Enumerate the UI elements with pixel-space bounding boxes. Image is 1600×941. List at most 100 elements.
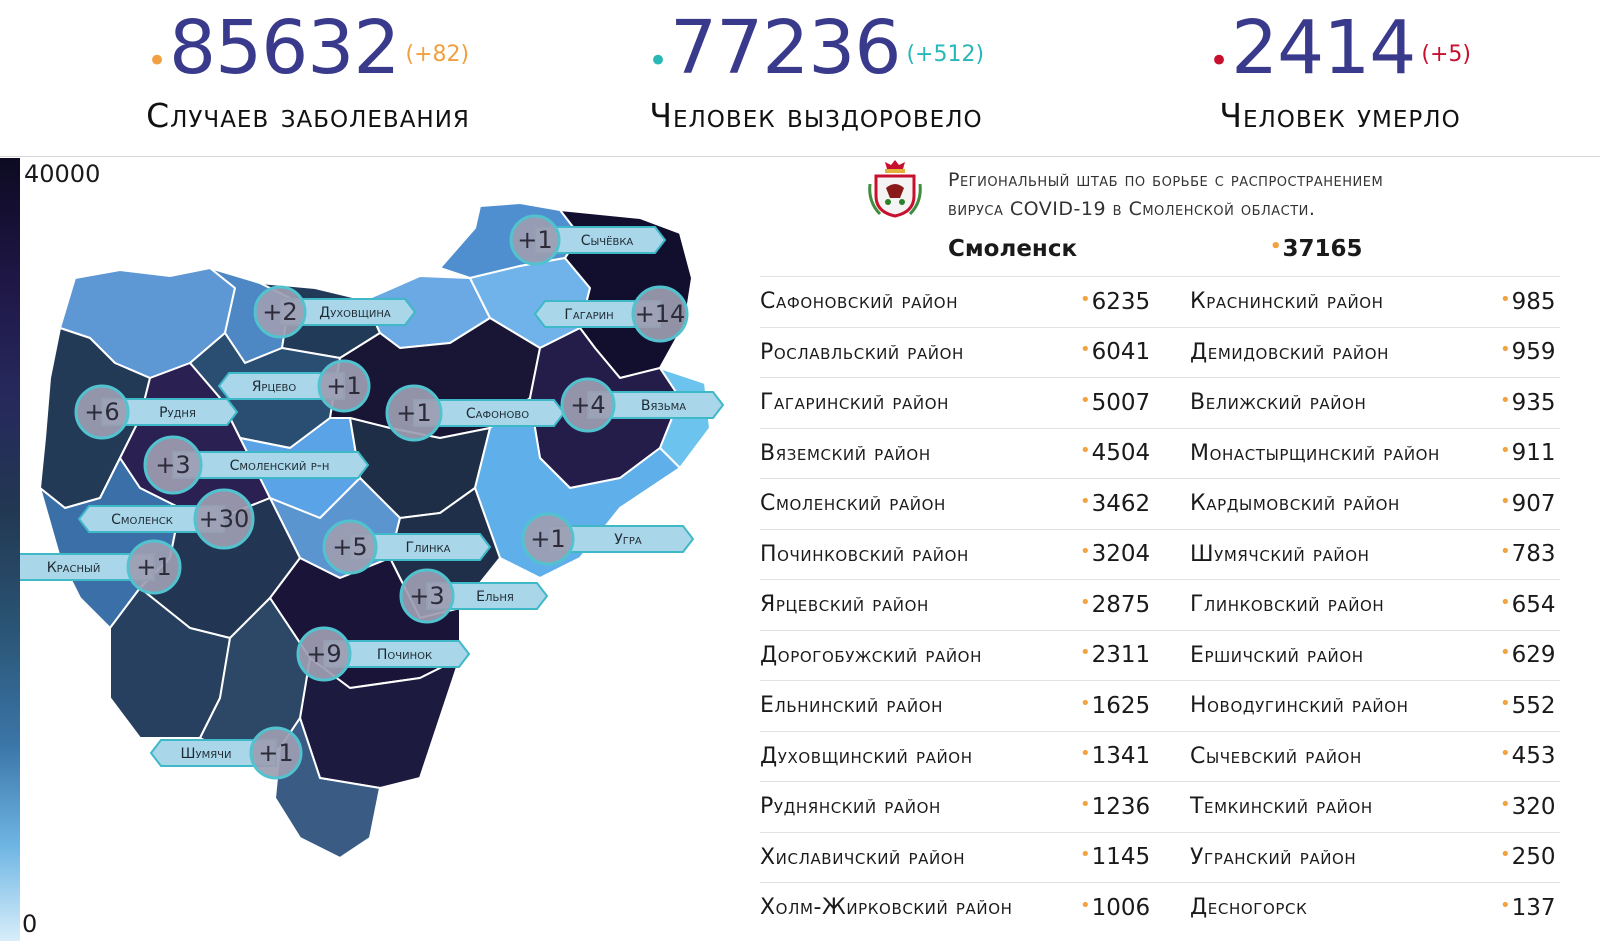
table-row: Руднянский район •1236 Темкинский район •32… (760, 781, 1560, 832)
district-value: 4504 (1091, 440, 1151, 467)
deaths-count: 2414 (1231, 5, 1416, 91)
map-badge: Духовщина +2 (253, 285, 417, 339)
badge-circle (521, 512, 575, 566)
value-dot: • (1500, 894, 1511, 916)
deaths-stat: • 2414 (+5) Человек умерло (1080, 8, 1600, 135)
badge-label: Починок (377, 647, 432, 663)
map-badge: Сычёвка +1 (509, 214, 667, 266)
district-name: Кардымовский район (1190, 478, 1500, 529)
map-badge: Ельня +3 (399, 568, 549, 624)
district-name: Шумячский район (1190, 528, 1500, 580)
badge-label: Духовщина (319, 305, 391, 321)
cases-label: Случаев заболевания (146, 96, 470, 135)
district-value: 1145 (1091, 844, 1151, 871)
district-name: Починковский район (760, 528, 1080, 580)
value-dot: • (1080, 692, 1091, 714)
district-name: Велижский район (1190, 377, 1500, 428)
table-row: Сафоновский район •6235 Краснинский район •… (760, 276, 1560, 327)
headquarters-caption: Региональный штаб по борьбе с распростра… (948, 166, 1383, 224)
district-name: Дорогобужский район (760, 629, 1080, 681)
district-name: Темкинский район (1190, 781, 1500, 832)
scale-min-label: 0 (22, 910, 38, 938)
table-row: Гагаринский район •5007 Велижский район •93… (760, 377, 1560, 428)
map-badge: Гагарин +14 (533, 285, 689, 343)
map-badge: Починок +9 (296, 626, 471, 682)
district-value-cell: •3462 (1080, 478, 1190, 529)
table-row: Рославльский район •6041 Демидовский район… (760, 326, 1560, 378)
badge-value: +6 (84, 398, 119, 426)
badge-circle (322, 519, 378, 575)
district-name: Глинковский район (1190, 579, 1500, 630)
map-badge: Рудня +6 (74, 384, 239, 440)
map-badge: Красный +1 (20, 539, 182, 595)
district-value: 250 (1511, 844, 1556, 871)
city-dot: • (1270, 236, 1282, 257)
district-value: 1341 (1091, 743, 1151, 770)
districts-table: Сафоновский район •6235 Краснинский район •… (760, 276, 1560, 933)
badge-value: +4 (570, 391, 605, 419)
color-scale-bar (0, 158, 20, 941)
value-dot: • (1500, 591, 1511, 613)
district-value-cell: •3204 (1080, 528, 1190, 580)
badge-circle (317, 359, 371, 413)
badge-label: Смоленский р-н (230, 458, 330, 474)
headquarters-line-1: Региональный штаб по борьбе с распростра… (948, 169, 1384, 191)
map-badge: Угра +1 (521, 512, 695, 566)
district-value: 320 (1511, 793, 1556, 820)
badge-label: Ярцево (252, 379, 297, 395)
district-value: 783 (1511, 541, 1556, 568)
badge-circle (509, 214, 561, 266)
district-value-cell: •1625 (1080, 680, 1190, 731)
badge-value: +2 (262, 298, 297, 326)
value-dot: • (1500, 440, 1511, 462)
region-map: Сычёвка +1 Духовщина +2 Гагарин +14 Ярцево +1 Ру… (20, 202, 725, 859)
district-value-cell: •2875 (1080, 579, 1190, 630)
district-value-cell: •783 (1500, 528, 1560, 580)
district-value-cell: •250 (1500, 831, 1560, 883)
badge-value: +1 (258, 739, 293, 767)
badge-label: Глинка (406, 540, 451, 556)
district-value-cell: •5007 (1080, 377, 1190, 428)
district-name: Ершичский район (1190, 629, 1500, 681)
district-name: Ярцевский район (760, 579, 1080, 630)
map-badge: Сафоново +1 (385, 384, 566, 442)
value-dot: • (1080, 339, 1091, 361)
district-value-cell: •907 (1500, 478, 1560, 529)
badge-value: +9 (306, 640, 341, 668)
cases-stat: • 85632 (+82) Случаев заболевания (48, 8, 568, 135)
district-value: 1236 (1091, 793, 1151, 820)
district-value: 6041 (1091, 339, 1151, 366)
value-dot: • (1080, 894, 1091, 916)
value-dot: • (1500, 743, 1511, 765)
district-value: 5007 (1091, 389, 1151, 416)
headquarters-line-2: вируса COVID-19 в Смоленской области. (948, 198, 1316, 220)
badge-circle (143, 435, 203, 495)
district-value: 935 (1511, 389, 1556, 416)
district-value-cell: •6041 (1080, 326, 1190, 378)
cases-count: 85632 (169, 5, 400, 91)
district-name: Хиславичский район (760, 831, 1080, 883)
badge-circle (193, 488, 255, 550)
city-name: Смоленск (948, 236, 1078, 262)
table-row: Смоленский район •3462 Кардымовский район •… (760, 478, 1560, 529)
district-name: Демидовский район (1190, 326, 1500, 378)
badge-value: +1 (530, 525, 565, 553)
badge-label: Вязьма (641, 398, 686, 414)
district-value: 1625 (1091, 692, 1151, 719)
value-dot: • (1500, 490, 1511, 512)
badge-circle (385, 384, 443, 442)
district-value: 552 (1511, 692, 1556, 719)
district-value-cell: •629 (1500, 629, 1560, 681)
badge-circle (249, 726, 303, 780)
district-value: 654 (1511, 591, 1556, 618)
badge-value: +1 (326, 372, 361, 400)
map-badges: Сычёвка +1 Духовщина +2 Гагарин +14 Ярцево +1 Ру… (20, 214, 725, 780)
table-row: Ярцевский район •2875 Глинковский район •65… (760, 579, 1560, 630)
district-value: 3204 (1091, 541, 1151, 568)
district-name: Руднянский район (760, 781, 1080, 832)
value-dot: • (1500, 692, 1511, 714)
district-value-cell: •552 (1500, 680, 1560, 731)
badge-value: +3 (155, 451, 190, 479)
map-badge: Глинка +5 (322, 519, 492, 575)
value-dot: • (1080, 490, 1091, 512)
